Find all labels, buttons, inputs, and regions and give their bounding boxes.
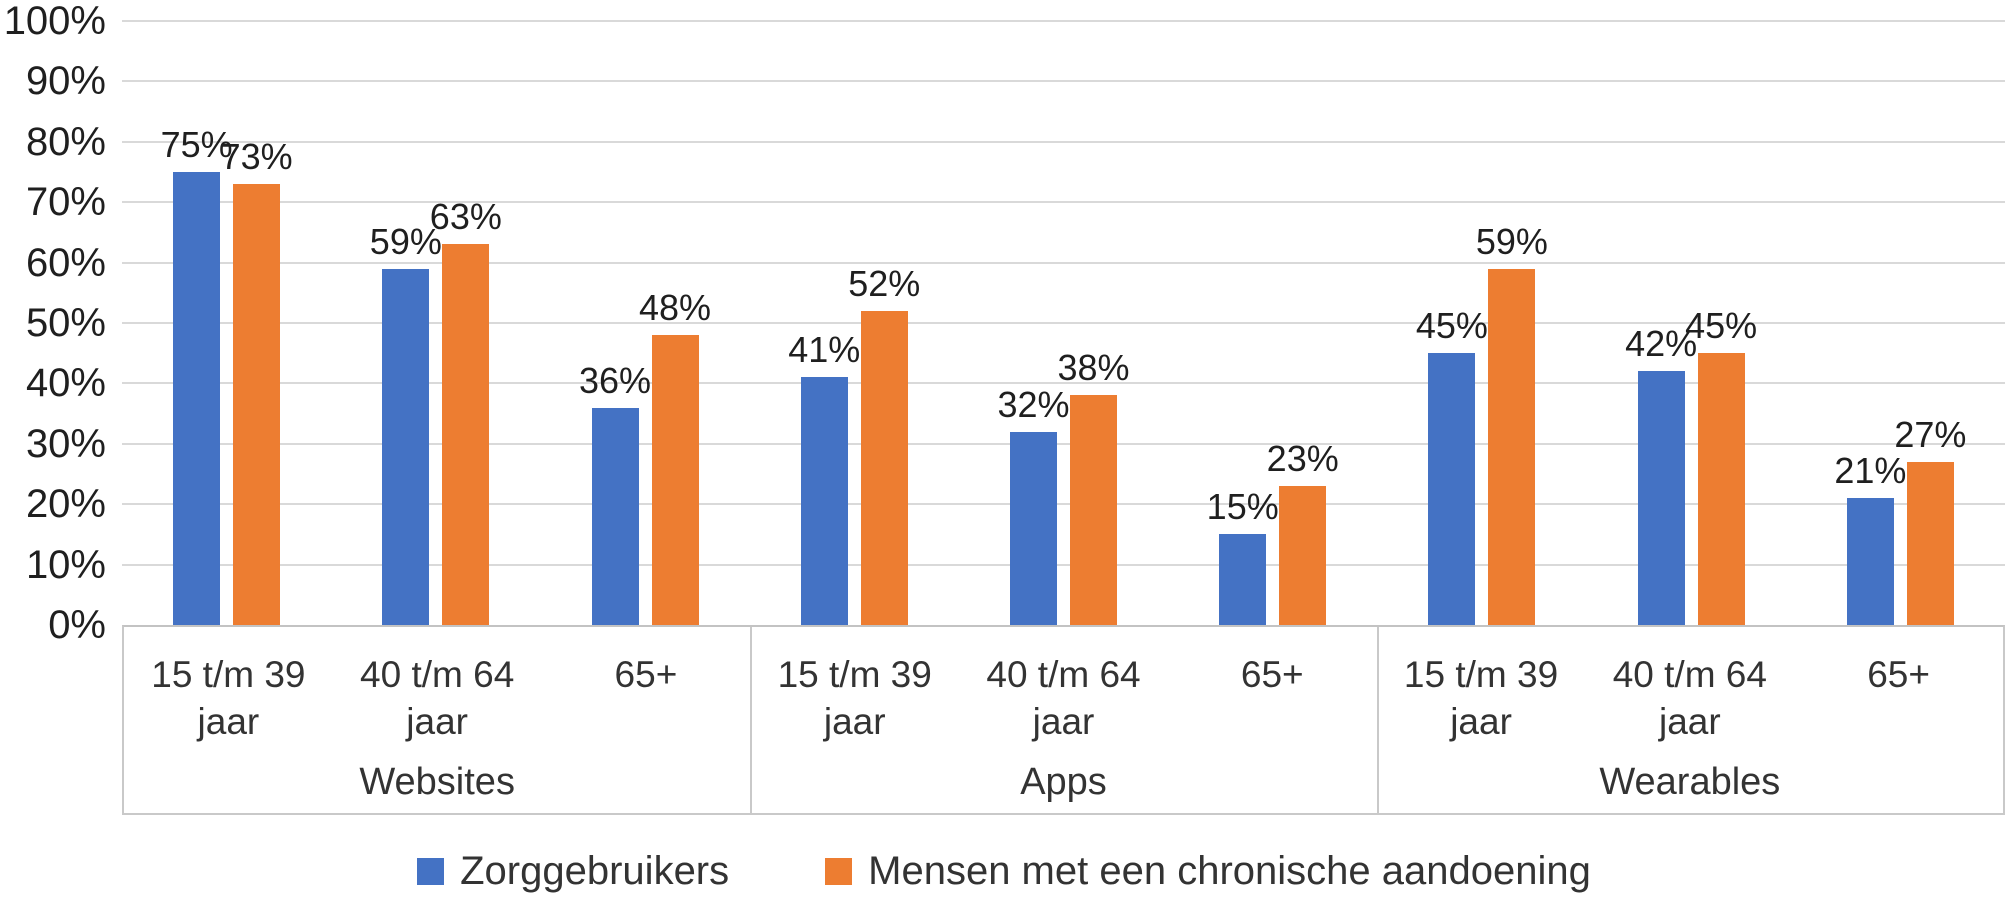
gridline [122,261,2005,264]
y-axis-tick-label: 40% [25,361,106,406]
legend-swatch-orange-icon [825,857,853,885]
bar-value-label: 23% [1266,438,1339,480]
bar-zorggebruikers: 75% [161,126,233,625]
x-axis-group-label: 15 t/m 39 jaar [777,654,932,742]
x-axis-category-label: Websites [359,761,515,803]
x-axis-group-label: 65+ [1867,654,1930,695]
x-axis-group-label: 40 t/m 64 jaar [360,654,515,742]
bar-zorggebruikers: 36% [579,361,651,625]
bar-value-label: 15% [1206,486,1279,528]
plot-area: 75% 73% 59% 63% 36% 48% 41% 52% 32% 38% 15% 23% 45% 5… [122,20,2005,625]
bar-chronische-aandoening: 52% [848,264,920,625]
bar-value-label: 38% [1057,347,1130,389]
bar-value-label: 41% [788,329,861,371]
bar-chronische-aandoening: 63% [430,198,502,625]
y-axis-tick-label: 70% [25,180,106,225]
legend-label: Mensen met een chronische aandoening [868,848,1591,893]
gridline [122,503,2005,506]
x-axis-group-label: 15 t/m 39 jaar [1403,654,1559,742]
gridline [122,201,2005,204]
bar-value-label: 63% [429,196,502,238]
bar-group: 75% 73% [122,21,331,625]
x-axis-group-label: 65+ [614,654,678,695]
bar-group: 59% 63% [331,21,540,625]
bar-group: 45% 59% [1377,21,1586,625]
bar-zorggebruikers: 15% [1207,488,1279,625]
bar-value-label: 42% [1625,323,1698,365]
bar-group: 41% 52% [750,21,959,625]
bar-group: 15% 23% [1168,21,1377,625]
y-axis: 0% 10% 20% 30% 40% 50% 60% 70% 80% 90% 100% [0,0,106,904]
y-axis-tick-label: 20% [25,482,106,527]
gridline [122,382,2005,385]
gridline [122,442,2005,445]
bar-value-label: 59% [1475,220,1548,262]
bar-zorggebruikers: 41% [788,331,860,625]
y-axis-tick-label: 50% [25,301,106,345]
y-axis-tick-label: 90% [25,59,106,104]
bar-value-label: 21% [1834,450,1907,492]
bar-value-label: 48% [639,287,712,329]
bar-chronische-aandoening: 48% [639,289,711,625]
gridline [122,563,2005,566]
bar-chronische-aandoening: 23% [1267,440,1339,625]
bar-value-label: 36% [579,359,652,401]
gridline [122,80,2005,83]
bar-chronische-aandoening: 73% [221,138,293,625]
bar-group: 21% 27% [1796,21,2005,625]
bar-value-label: 45% [1415,305,1488,347]
bar-chronische-aandoening: 27% [1894,415,1966,625]
legend-swatch-blue-icon [417,857,445,885]
bar-zorggebruikers: 32% [997,385,1070,625]
bar-value-label: 73% [220,136,293,178]
legend: Zorggebruikers Mensen met een chronische… [0,842,2008,900]
x-axis-band: 15 t/m 39 jaar 40 t/m 64 jaar 65+ Websites 15 … [122,625,2005,815]
bar-chronische-aandoening: 45% [1685,307,1757,625]
bar-group: 42% 45% [1587,21,1796,625]
bar-value-label: 52% [848,262,921,304]
legend-label: Zorggebruikers [460,848,730,893]
x-axis-group-label: 40 t/m 64 jaar [986,654,1141,742]
bar-value-label: 45% [1685,305,1758,347]
x-axis-group-label: 40 t/m 64 jaar [1612,654,1767,742]
bar-zorggebruikers: 45% [1416,307,1488,625]
y-axis-tick-label: 60% [25,240,106,285]
bar-value-label: 32% [997,383,1070,425]
x-axis-group-label: 15 t/m 39 jaar [151,654,306,742]
bar-groups: 75% 73% 59% 63% 36% 48% 41% 52% 32% 38% 15% 23% 45% 5… [122,21,2005,625]
y-axis-tick-label: 10% [25,542,106,587]
category-divider-line [1376,627,1379,813]
legend-item-chronische-aandoening: Mensen met een chronische aandoening [825,849,1591,894]
bar-zorggebruikers: 59% [370,222,442,625]
bar-zorggebruikers: 42% [1625,325,1697,625]
bar-zorggebruikers: 21% [1834,452,1906,625]
x-axis-category-label: Wearables [1599,761,1781,803]
bar-value-label: 27% [1894,413,1967,455]
gridline [122,322,2005,324]
category-divider-line [750,627,753,813]
gridline [122,140,2005,143]
bar-value-label: 59% [369,220,442,262]
bar-value-label: 75% [160,124,233,165]
y-axis-tick-label: 100% [3,0,106,43]
y-axis-tick-label: 80% [25,119,106,164]
bar-group: 32% 38% [959,21,1168,625]
x-axis-group-label: 65+ [1240,654,1304,695]
bar-chronische-aandoening: 38% [1057,349,1130,625]
y-axis-tick-label: 30% [25,421,106,466]
x-axis-category-label: Apps [1020,761,1107,803]
y-axis-tick-label: 0% [48,603,106,647]
bar-group: 36% 48% [540,21,749,625]
bar-chronische-aandoening: 59% [1476,222,1548,625]
legend-item-zorggebruikers: Zorggebruikers [417,849,729,894]
gridline [122,20,2005,22]
